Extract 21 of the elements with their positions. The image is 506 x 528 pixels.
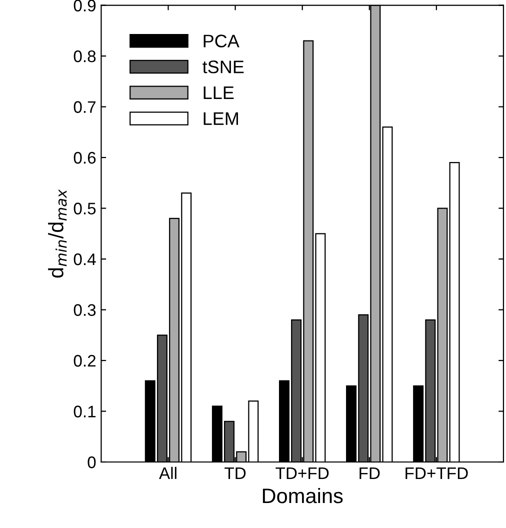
y-tick-label: 0.1 bbox=[74, 406, 96, 418]
legend-label: LEM bbox=[204, 112, 238, 125]
x-tick-label: TD bbox=[224, 467, 246, 479]
y-tick-label: 0.2 bbox=[74, 354, 96, 367]
x-tick-label: FD+TFD bbox=[406, 467, 468, 479]
legend-label: LLE bbox=[204, 86, 234, 99]
y-tick-label: 0.9 bbox=[74, 0, 96, 12]
y-tick-label: 0.8 bbox=[74, 50, 96, 62]
legend-label: tSNE bbox=[202, 60, 244, 74]
y-tick-label: 0.7 bbox=[74, 101, 96, 113]
x-tick-label: FD bbox=[360, 467, 380, 479]
y-tick-label: 0.5 bbox=[74, 202, 96, 214]
y-tick-label: 0 bbox=[88, 456, 96, 468]
y-tick-label: 0.3 bbox=[74, 304, 96, 316]
y-axis-title: d$_{min}$/d$_{max}$ bbox=[48, 189, 67, 278]
x-axis-title: Domains bbox=[262, 488, 343, 504]
y-tick-label: 0.4 bbox=[74, 253, 96, 266]
x-tick-label: TD+FD bbox=[276, 467, 329, 479]
y-tick-label: 0.6 bbox=[74, 152, 96, 164]
legend-label: PCA bbox=[204, 34, 240, 48]
x-tick-label: All bbox=[159, 466, 176, 479]
